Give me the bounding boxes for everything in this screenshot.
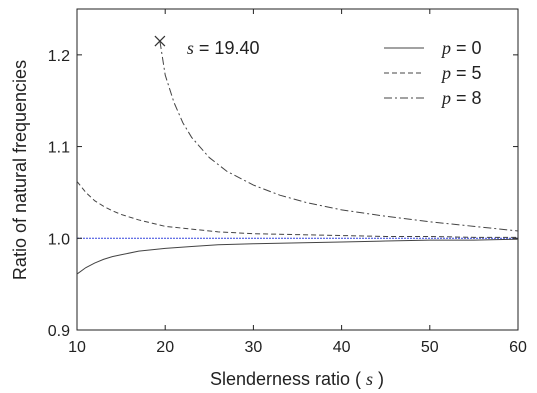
annotation-text: s = 19.40 [187, 38, 260, 58]
x-tick-label: 30 [245, 339, 263, 356]
x-tick-label: 10 [68, 339, 86, 356]
plot-frame [76, 8, 519, 331]
legend-label-0: p = 0 [440, 38, 482, 58]
y-tick-label: 1.1 [48, 140, 70, 157]
annotation-x-stroke [154, 35, 166, 47]
ticks-layer: 10 20 30 40 50 60 0.9 1.0 1.1 1.2 [48, 9, 527, 356]
x-tick-label: 60 [509, 339, 527, 356]
series-line-0 [76, 238, 519, 275]
annotation-value: = 19.40 [194, 38, 260, 58]
legend: p = 0p = 5p = 8 [384, 38, 482, 108]
plot-area: 10 20 30 40 50 60 0.9 1.0 1.1 1.2 s = 19.40 p = 0… [48, 8, 527, 356]
series-line-2 [159, 41, 519, 232]
y-tick-label: 0.9 [48, 323, 70, 340]
annotation-x-marker [154, 35, 166, 47]
x-axis-label: Slenderness ratio (s) [210, 369, 384, 389]
annotation: s = 19.40 [154, 35, 260, 58]
legend-value: = 0 [451, 38, 482, 58]
series-layer [76, 41, 519, 275]
series-line-1 [76, 181, 518, 238]
x-tick-label: 20 [156, 339, 174, 356]
annotation-var: s [187, 38, 194, 58]
legend-var: p [440, 63, 451, 83]
x-axis-label-close: ) [378, 369, 384, 389]
legend-var: p [440, 88, 451, 108]
x-axis-label-var: s [366, 369, 373, 389]
x-tick-label: 50 [421, 339, 439, 356]
legend-label-1: p = 5 [440, 63, 482, 83]
x-axis-label-text: Slenderness ratio ( [210, 369, 361, 389]
legend-var: p [440, 38, 451, 58]
y-tick-label: 1.0 [48, 231, 70, 248]
x-tick-label: 40 [333, 339, 351, 356]
y-tick-label: 1.2 [48, 48, 70, 65]
legend-value: = 5 [451, 63, 482, 83]
y-axis-label: Ratio of natural frequencies [10, 60, 30, 280]
legend-label-2: p = 8 [440, 88, 482, 108]
legend-value: = 8 [451, 88, 482, 108]
